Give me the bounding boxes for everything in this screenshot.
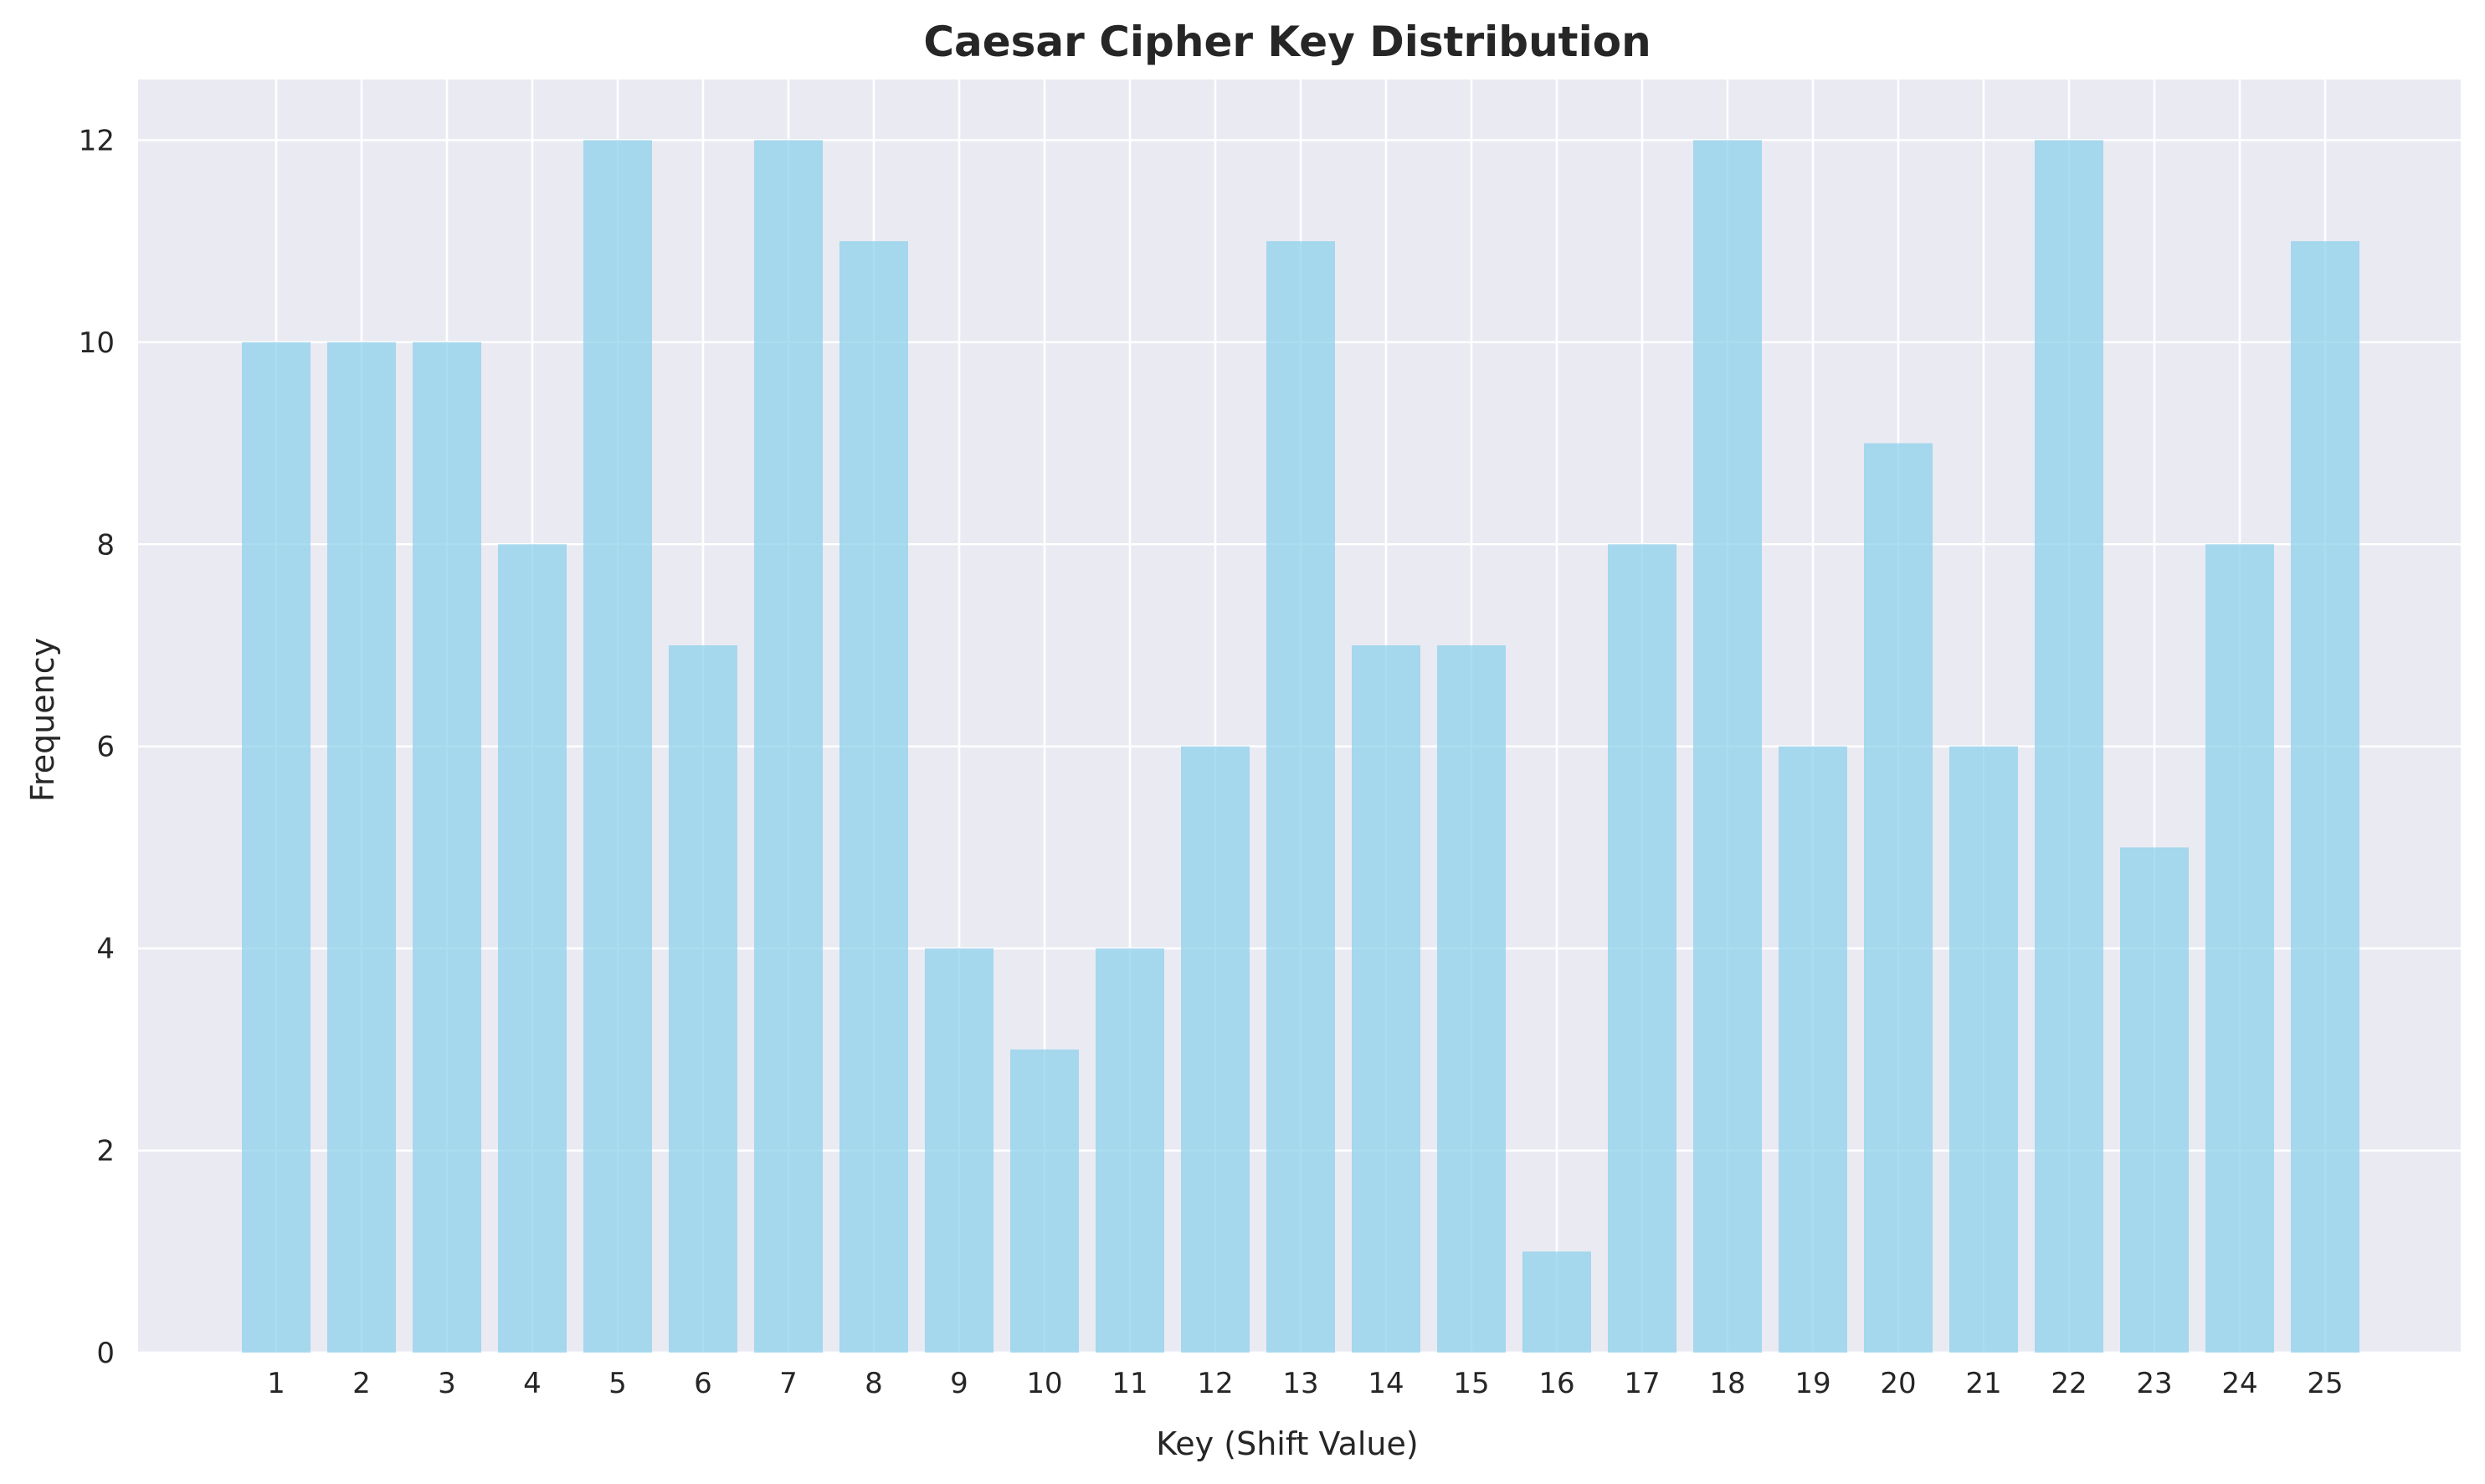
x-tick-label: 1 [267, 1367, 285, 1400]
y-tick-labels: 0 2 4 6 8 10 12 [79, 124, 115, 1370]
y-tick-label: 8 [96, 528, 115, 562]
x-tick-label: 3 [438, 1367, 456, 1400]
bar-key-7 [754, 140, 823, 1353]
bar-key-15 [1437, 645, 1506, 1353]
bar-key-8 [839, 241, 908, 1353]
bar-key-6 [669, 645, 737, 1353]
chart-title: Caesar Cipher Key Distribution [923, 18, 1651, 66]
x-tick-label: 6 [694, 1367, 712, 1400]
bar-key-25 [2291, 241, 2359, 1353]
y-tick-label: 2 [96, 1135, 115, 1168]
x-tick-label: 20 [1880, 1367, 1916, 1400]
x-tick-label: 2 [352, 1367, 371, 1400]
bar-key-21 [1949, 746, 2018, 1353]
x-tick-labels: 1 2 3 4 5 6 7 8 9 10 11 12 13 14 15 16 17 18 19 20 21 22 23 24 2… [267, 1367, 2343, 1400]
bar-key-9 [925, 948, 993, 1353]
bars [242, 140, 2359, 1353]
y-tick-label: 4 [96, 932, 115, 966]
x-tick-label: 10 [1026, 1367, 1062, 1400]
x-tick-label: 16 [1538, 1367, 1574, 1400]
bar-key-10 [1010, 1049, 1079, 1353]
x-tick-label: 9 [950, 1367, 968, 1400]
bar-key-5 [583, 140, 652, 1353]
x-axis-label: Key (Shift Value) [1156, 1425, 1418, 1462]
x-tick-label: 5 [608, 1367, 627, 1400]
bar-key-13 [1266, 241, 1335, 1353]
bar-key-19 [1779, 746, 1847, 1353]
bar-key-12 [1181, 746, 1250, 1353]
bar-key-20 [1864, 443, 1933, 1353]
bar-key-24 [2205, 544, 2274, 1353]
y-tick-label: 0 [96, 1337, 115, 1370]
bar-key-17 [1608, 544, 1676, 1353]
x-tick-label: 8 [865, 1367, 883, 1400]
x-tick-label: 22 [2051, 1367, 2087, 1400]
x-tick-label: 24 [2221, 1367, 2257, 1400]
x-tick-label: 21 [1965, 1367, 2001, 1400]
bar-key-11 [1096, 948, 1164, 1353]
x-tick-label: 12 [1197, 1367, 1233, 1400]
y-tick-label: 10 [79, 326, 115, 360]
bar-key-2 [327, 341, 396, 1353]
y-tick-label: 12 [79, 124, 115, 157]
y-tick-label: 6 [96, 731, 115, 764]
x-tick-label: 15 [1453, 1367, 1489, 1400]
bar-key-22 [2035, 140, 2103, 1353]
y-axis-label: Frequency [24, 638, 61, 802]
x-tick-label: 23 [2136, 1367, 2172, 1400]
bar-key-18 [1693, 140, 1762, 1353]
bar-key-1 [242, 341, 311, 1353]
x-tick-label: 13 [1282, 1367, 1318, 1400]
x-tick-label: 4 [523, 1367, 542, 1400]
x-tick-label: 14 [1368, 1367, 1404, 1400]
x-tick-label: 11 [1112, 1367, 1148, 1400]
bar-key-14 [1352, 645, 1420, 1353]
x-tick-label: 7 [779, 1367, 798, 1400]
x-tick-label: 18 [1709, 1367, 1745, 1400]
bar-key-23 [2120, 847, 2189, 1353]
x-tick-label: 17 [1624, 1367, 1660, 1400]
bar-key-3 [413, 341, 481, 1353]
bar-key-4 [498, 544, 567, 1353]
bar-key-16 [1522, 1251, 1591, 1353]
x-tick-label: 19 [1794, 1367, 1830, 1400]
x-tick-label: 25 [2307, 1367, 2343, 1400]
